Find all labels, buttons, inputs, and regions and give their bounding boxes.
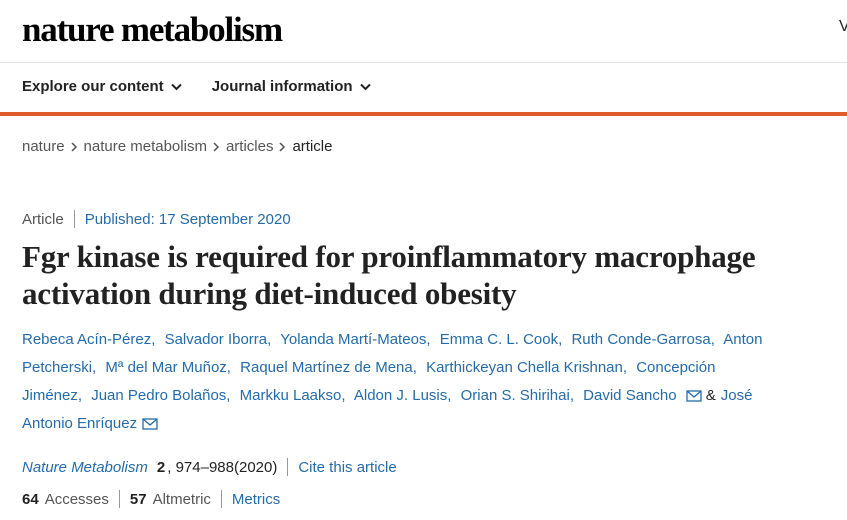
breadcrumb[interactable]: nature metabolism: [83, 138, 207, 155]
author-name[interactable]: Raquel Martínez de Mena,: [240, 359, 417, 376]
altmetric-label: Altmetric: [152, 490, 211, 508]
nav-item[interactable]: Explore our content: [22, 78, 182, 95]
breadcrumb-current: article: [292, 138, 333, 155]
separator: [73, 210, 75, 228]
altmetric-count: 57: [129, 490, 147, 508]
divider: [0, 62, 847, 63]
author-name[interactable]: Yolanda Martí-Mateos,: [280, 331, 431, 348]
journal-logo[interactable]: nature metabolism: [22, 10, 283, 49]
article-title: Fgr kinase is required for proinflammato…: [22, 239, 756, 311]
breadcrumb-chevron: [279, 141, 286, 152]
nav-item[interactable]: Journal information: [212, 78, 371, 95]
page-range: 974–988: [175, 458, 234, 476]
pages: , 974–988: [167, 458, 234, 476]
author-name[interactable]: Aldon J. Lusis,: [353, 387, 452, 404]
article-type: Article: [22, 210, 64, 228]
author-name[interactable]: José Antonio Enríquez: [22, 387, 753, 432]
author-name[interactable]: Emma C. L. Cook,: [439, 331, 563, 348]
author-name[interactable]: Ruth Conde-Garrosa,: [571, 331, 715, 348]
author-name[interactable]: Salvador Iborra,: [164, 331, 272, 348]
article-meta: Article Published: 17 September 2020: [22, 210, 291, 228]
published-date: Published: 17 September 2020: [84, 210, 291, 228]
author-name[interactable]: Markku Laakso,: [239, 387, 346, 404]
breadcrumb[interactable]: nature: [22, 138, 65, 155]
nav-label: Journal information: [211, 78, 353, 95]
breadcrumbs: nature nature metabolism articles articl…: [22, 138, 332, 155]
chevron-down: [170, 83, 182, 90]
email-icon[interactable]: [142, 418, 158, 430]
author-name[interactable]: David Sancho: [583, 387, 677, 404]
author-name[interactable]: Mª del Mar Muñoz,: [105, 359, 231, 376]
metrics-link[interactable]: Metrics: [231, 490, 281, 508]
separator: [118, 490, 120, 508]
author-name[interactable]: Orian S. Shirihai,: [460, 387, 574, 404]
author-name[interactable]: Juan Pedro Bolaños,: [91, 387, 231, 404]
author-list: Rebeca Acín-Pérez, Salvador Iborra, Yola…: [22, 326, 772, 438]
author-name[interactable]: Concepción Jiménez,: [22, 359, 716, 404]
journal-name[interactable]: Nature Metabolism: [22, 458, 148, 476]
breadcrumb[interactable]: articles: [225, 138, 274, 155]
volume: 2: [156, 458, 166, 476]
main-nav: Explore our content Journal information: [22, 78, 371, 95]
citation: Nature Metabolism 2 , 974–988 (2020) Cit…: [22, 458, 397, 476]
article-metrics: 64 Accesses 57 Altmetric Metrics: [22, 490, 280, 508]
separator: [220, 490, 222, 508]
author-name[interactable]: Rebeca Acín-Pérez,: [22, 331, 156, 348]
accent-bar: [0, 112, 847, 116]
breadcrumb-chevron: [71, 141, 77, 152]
email-icon[interactable]: [686, 390, 702, 402]
nav-label: Explore our content: [22, 78, 164, 95]
view-journals-link[interactable]: V: [839, 18, 847, 35]
author-name[interactable]: Karthickeyan Chella Krishnan,: [426, 359, 628, 376]
cite-link[interactable]: Cite this article: [298, 458, 397, 476]
year: (2020): [233, 458, 278, 476]
breadcrumb-chevron: [213, 141, 220, 152]
separator: [287, 458, 289, 476]
author-name[interactable]: Anton Petcherski,: [22, 331, 763, 376]
chevron-down: [359, 83, 371, 90]
accesses-count: 64: [22, 490, 39, 508]
conjunction: &: [705, 387, 716, 404]
accesses-label: Accesses: [44, 490, 109, 508]
